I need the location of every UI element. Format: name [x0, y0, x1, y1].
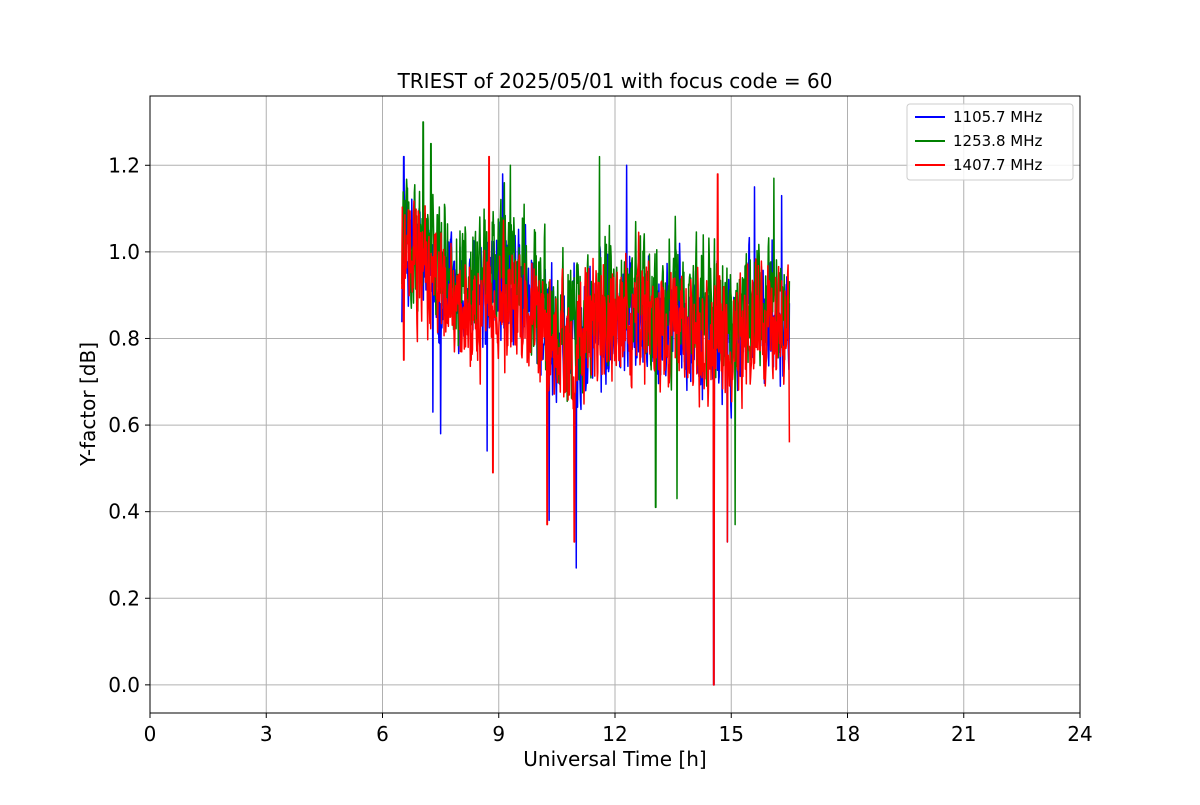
x-tick-label: 0 [144, 722, 157, 746]
y-tick-label: 1.0 [108, 240, 140, 264]
y-tick-label: 0.4 [108, 500, 140, 524]
x-tick-label: 9 [492, 722, 505, 746]
x-tick-label: 6 [376, 722, 389, 746]
x-tick-label: 24 [1067, 722, 1092, 746]
axis-ticks: 0 3 6 9 12 15 18 21 24 0.0 0.2 0.4 0.6 0.8 1.0 1.2 [108, 153, 1093, 746]
legend-label: 1253.8 MHz [953, 132, 1042, 150]
x-tick-label: 15 [719, 722, 744, 746]
x-tick-label: 18 [835, 722, 860, 746]
series-line-3 [401, 155, 791, 686]
legend-label: 1105.7 MHz [953, 108, 1042, 126]
y-axis-label: Y-factor [dB] [76, 342, 100, 467]
y-tick-label: 0.2 [108, 586, 140, 610]
series-layer [401, 121, 791, 686]
y-tick-label: 0.0 [108, 673, 140, 697]
x-tick-label: 12 [602, 722, 627, 746]
x-tick-label: 3 [260, 722, 273, 746]
legend-label: 1407.7 MHz [953, 156, 1042, 174]
legend: 1105.7 MHz 1253.8 MHz 1407.7 MHz [906, 103, 1074, 181]
y-tick-label: 0.8 [108, 326, 140, 350]
y-tick-label: 0.6 [108, 413, 140, 437]
legend-box [906, 103, 1074, 181]
x-tick-label: 21 [951, 722, 976, 746]
x-axis-label: Universal Time [h] [523, 747, 706, 771]
y-tick-label: 1.2 [108, 153, 140, 177]
chart-title: TRIEST of 2025/05/01 with focus code = 6… [397, 69, 833, 93]
